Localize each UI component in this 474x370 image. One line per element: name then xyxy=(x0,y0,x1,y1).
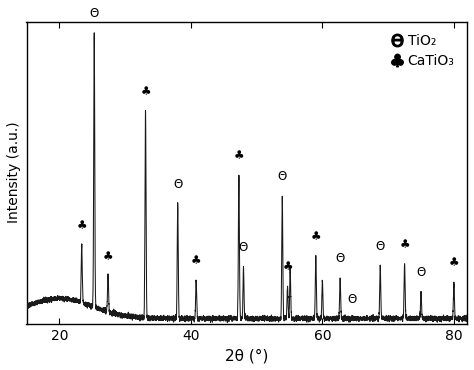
Text: ♣: ♣ xyxy=(449,256,459,269)
Text: Θ: Θ xyxy=(239,240,248,253)
Text: ♣: ♣ xyxy=(310,229,321,243)
Text: ♣: ♣ xyxy=(103,250,113,263)
Text: Θ: Θ xyxy=(375,240,385,253)
Text: Θ: Θ xyxy=(90,7,99,20)
Text: ♣: ♣ xyxy=(399,238,410,251)
X-axis label: 2θ (°): 2θ (°) xyxy=(225,348,268,363)
Text: ♣: ♣ xyxy=(234,149,244,162)
Text: ♣: ♣ xyxy=(191,254,201,267)
Text: Θ: Θ xyxy=(278,170,287,183)
Text: ♣: ♣ xyxy=(76,219,87,232)
Text: Θ: Θ xyxy=(173,178,182,191)
Text: Θ: Θ xyxy=(336,252,345,265)
Text: ♣: ♣ xyxy=(283,260,293,273)
Legend: TiO₂, CaTiO₃: TiO₂, CaTiO₃ xyxy=(384,28,460,73)
Text: ♣: ♣ xyxy=(140,85,151,98)
Text: Θ: Θ xyxy=(347,293,356,306)
Y-axis label: Intensity (a.u.): Intensity (a.u.) xyxy=(7,122,21,223)
Text: Θ: Θ xyxy=(416,266,426,279)
